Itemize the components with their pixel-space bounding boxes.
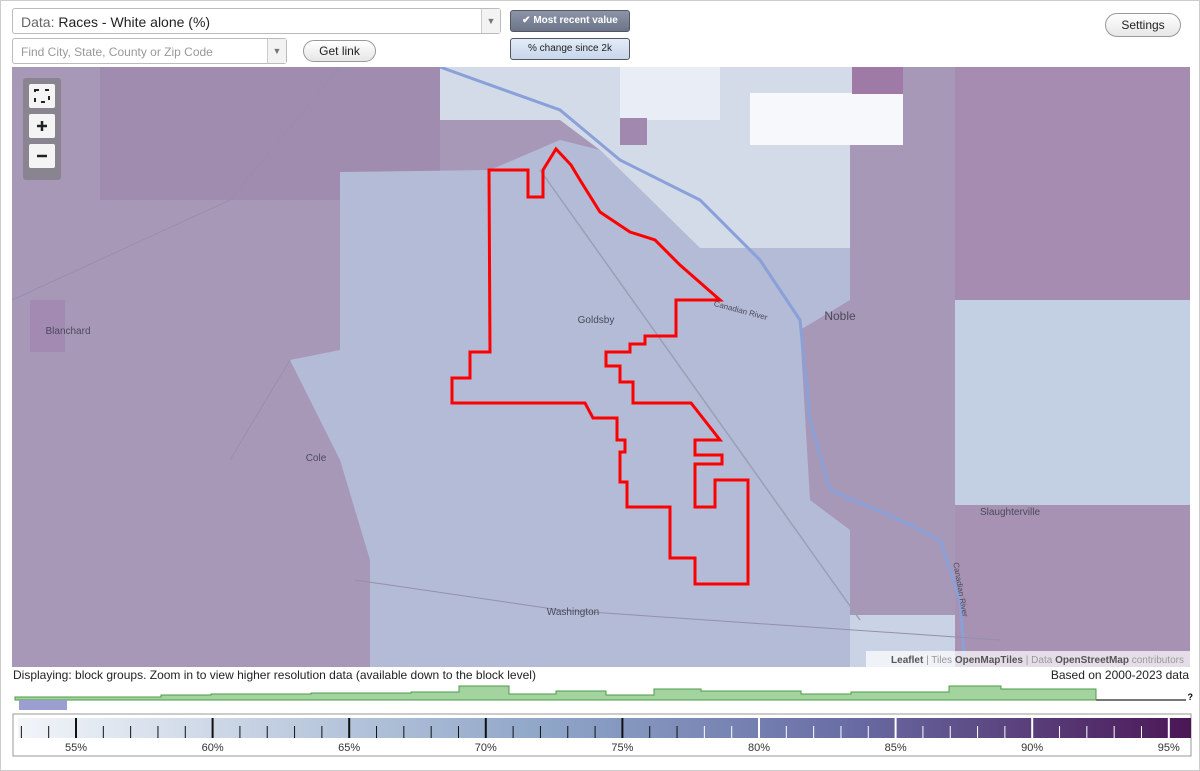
search-placeholder: Find City, State, County or Zip Code (21, 45, 213, 59)
histogram-highlight (19, 700, 67, 710)
data-label: Data: (21, 14, 55, 30)
histogram-tail (1096, 699, 1186, 701)
attribution-bg (866, 651, 1190, 667)
help-icon[interactable]: ? (1188, 692, 1194, 702)
attr-text: Data (1031, 655, 1053, 666)
zoom-in-icon (37, 121, 47, 131)
place-label: Goldsby (578, 315, 615, 326)
legend-tick-label: 85% (885, 742, 907, 754)
legend-tick-label: 95% (1158, 742, 1180, 754)
legend-area: ? 55% 60% 65% 70% 75% 80% 85% 90% 95% (12, 685, 1194, 757)
attr-sep: | (926, 655, 929, 666)
based-on-text: Based on 2000-2023 data (1050, 668, 1189, 682)
fullscreen-button[interactable] (29, 84, 55, 108)
attr-link[interactable]: Leaflet (891, 655, 924, 666)
search-box[interactable]: Find City, State, County or Zip Code ▼ (12, 38, 287, 64)
region (620, 67, 720, 120)
region (955, 67, 1190, 300)
status-text: Displaying: block groups. Zoom in to vie… (13, 668, 536, 682)
dropdown-arrow: ▼ (481, 9, 500, 33)
pct-change-button[interactable]: % change since 2k (510, 38, 630, 60)
legend-tick-label: 55% (65, 742, 87, 754)
attr-sep: | (1026, 655, 1029, 666)
map[interactable]: Blanchard Goldsby Noble Cole Washington … (12, 67, 1190, 667)
data-value: Races - White alone (%) (58, 14, 211, 30)
region (620, 118, 647, 145)
rail (539, 169, 861, 621)
legend-tick-label: 65% (338, 742, 360, 754)
attr-link[interactable]: OpenStreetMap (1055, 655, 1129, 666)
river (439, 67, 967, 667)
region (955, 300, 1190, 505)
region (955, 505, 1190, 667)
attr-text: contributors (1132, 655, 1184, 666)
legend-tick-label: 70% (475, 742, 497, 754)
histogram (14, 685, 1097, 701)
attr-text: Tiles (931, 655, 952, 666)
region (852, 67, 903, 94)
place-label: Cole (306, 453, 327, 464)
place-label: Slaughterville (980, 507, 1040, 518)
road (12, 67, 1001, 641)
most-recent-label: Most recent value (533, 15, 618, 26)
attribution: Leaflet | Tiles OpenMapTiles | Data Open… (891, 655, 1184, 666)
data-select[interactable]: Data: Races - White alone (%) ▼ (12, 8, 501, 34)
dropdown-arrow: ▼ (267, 39, 286, 63)
legend-tick-label: 90% (1021, 742, 1043, 754)
fullscreen-icon (34, 89, 50, 103)
region (750, 93, 903, 145)
place-label: Blanchard (45, 326, 90, 337)
get-link-button[interactable]: Get link (303, 40, 376, 62)
legend-tick-label: 80% (748, 742, 770, 754)
place-label: Washington (547, 607, 599, 618)
place-label: Noble (824, 309, 856, 323)
selected-boundary (450, 146, 750, 586)
most-recent-button[interactable]: ✔ Most recent value (510, 10, 630, 32)
legend-tick-label: 75% (611, 742, 633, 754)
region (30, 300, 65, 352)
attr-link[interactable]: OpenMapTiles (955, 655, 1024, 666)
settings-button[interactable]: Settings (1105, 13, 1181, 37)
legend-gradient (18, 718, 1191, 738)
legend-tick-label: 60% (202, 742, 224, 754)
